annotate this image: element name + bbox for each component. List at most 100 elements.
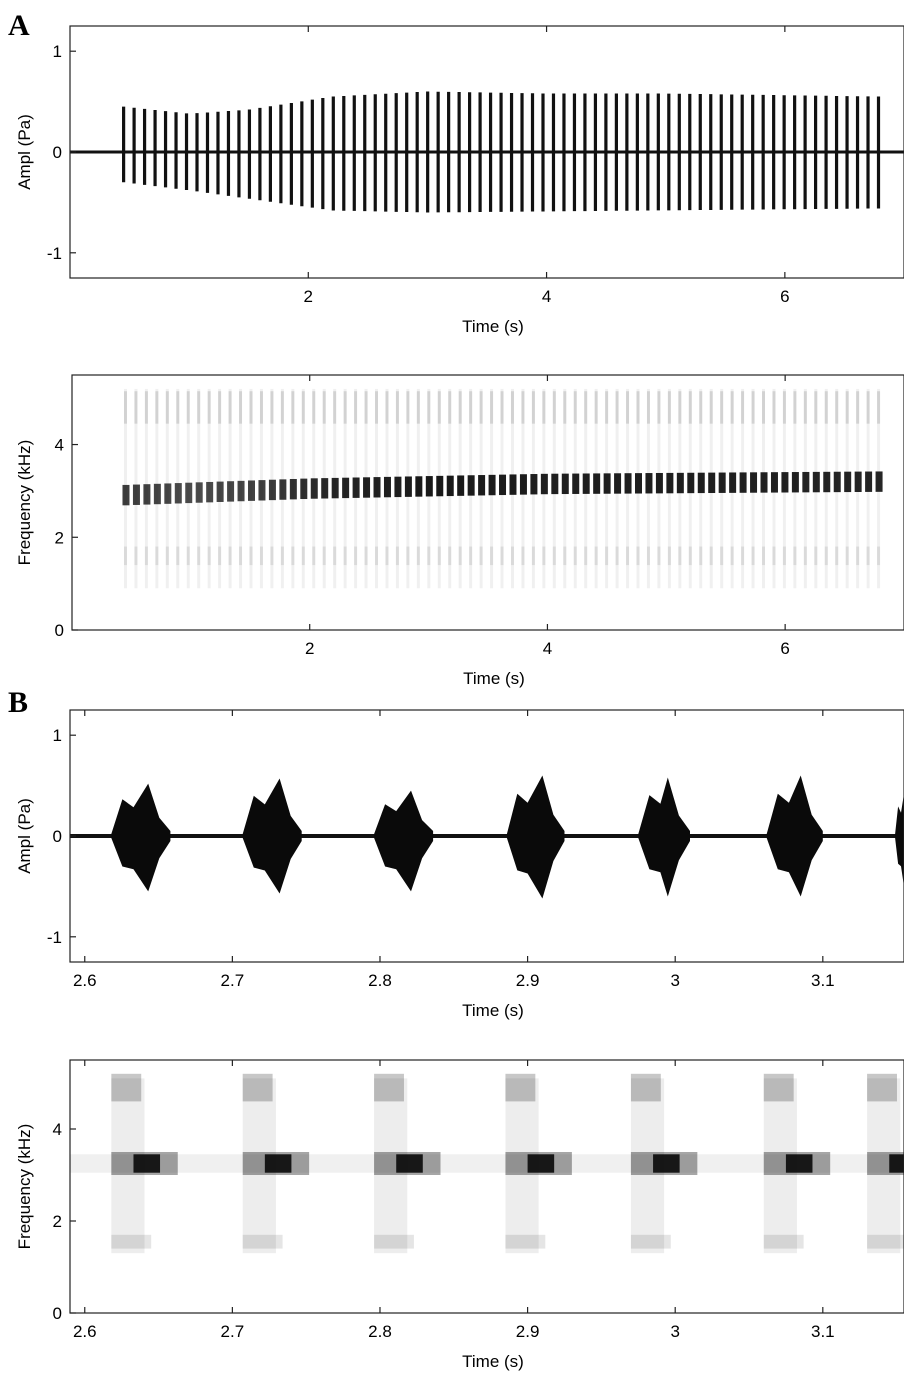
x-tick-label: 6 [780, 639, 789, 658]
harmonic-band-cell [301, 391, 305, 424]
dominant-band-cell [279, 479, 287, 500]
x-axis-label: Time (s) [462, 1352, 524, 1371]
dominant-band-peak [527, 1154, 555, 1173]
harmonic-band-cell [291, 391, 295, 424]
lower-band-cell [385, 546, 389, 566]
dominant-band-cell [300, 478, 308, 500]
lower-band-cell [123, 546, 127, 566]
harmonic-band-cell [636, 391, 640, 424]
harmonic-band-cell [479, 391, 483, 424]
dominant-band-peak [133, 1154, 161, 1173]
y-tick-label: -1 [47, 244, 62, 263]
harmonic-band-cell [437, 391, 441, 424]
lower-band-cell [280, 546, 284, 566]
waveform-plot-a: 2 4 6 1 0 -1 Time (s) Ampl (Pa) [15, 25, 904, 336]
lower-band-cell [741, 546, 745, 566]
harmonic-band-cell [144, 391, 148, 424]
lower-band-cell [730, 546, 734, 566]
dominant-band-cell [237, 480, 245, 502]
plot-frame [69, 1059, 904, 1314]
dominant-band-cell [582, 473, 590, 494]
dominant-band-cell [865, 471, 873, 492]
harmonic-band-cell [626, 391, 630, 424]
dominant-band-cell [718, 472, 726, 493]
pulse-envelope [766, 775, 823, 897]
lower-band-cell [803, 546, 807, 566]
harmonic-band-cell [111, 1073, 142, 1102]
lower-band-cell [678, 546, 682, 566]
dominant-band-cell [268, 479, 276, 501]
y-axis-label: Frequency (kHz) [15, 1124, 34, 1250]
harmonic-band-cell [521, 391, 525, 424]
x-tick-label: 2.9 [516, 971, 540, 990]
lower-band-cell [395, 546, 399, 566]
harmonic-band-cell [814, 391, 818, 424]
harmonic-band-cell [856, 391, 860, 424]
harmonic-band-cell [772, 391, 776, 424]
dominant-band-cell [342, 477, 350, 499]
dominant-band-cell [478, 475, 486, 496]
harmonic-band-cell [500, 391, 504, 424]
dominant-band-cell [781, 472, 789, 493]
dominant-band-cell [666, 472, 674, 494]
harmonic-band-cell [197, 391, 201, 424]
dominant-band-peak [889, 1154, 904, 1173]
harmonic-band-cell [763, 1073, 794, 1102]
dominant-band-cell [875, 471, 883, 492]
lower-band-cell [552, 546, 556, 566]
dominant-band-cell [760, 472, 768, 493]
harmonic-band-cell [730, 391, 734, 424]
dominant-band-cell [258, 480, 266, 501]
panel-label-b: B [8, 686, 28, 719]
harmonic-band-cell [877, 391, 881, 424]
lower-band-cell [375, 546, 379, 566]
dominant-band-cell [655, 472, 663, 494]
lower-band-cell [322, 546, 326, 566]
dominant-band-cell [457, 475, 465, 496]
dominant-band-cell [310, 478, 318, 499]
lower-band-cell [111, 1234, 152, 1249]
dominant-band-cell [750, 472, 758, 493]
lower-band-cell [479, 546, 483, 566]
panel-label-a: A [8, 9, 30, 42]
dominant-band-cell [185, 482, 193, 504]
harmonic-band-cell [584, 391, 588, 424]
harmonic-band-cell [312, 391, 316, 424]
harmonic-band-cell [176, 391, 180, 424]
lower-band-cell [814, 546, 818, 566]
y-tick-label: 1 [53, 726, 62, 745]
lower-band-cell [197, 546, 201, 566]
dominant-band-cell [153, 483, 161, 505]
lower-band-cell [270, 546, 274, 566]
dominant-band-cell [624, 473, 632, 494]
harmonic-band-cell [782, 391, 786, 424]
y-tick-label: 0 [53, 1304, 62, 1323]
x-axis-label: Time (s) [462, 317, 524, 336]
y-tick-label: 2 [55, 528, 64, 547]
dominant-band-cell [791, 472, 799, 493]
y-axis-label: Ampl (Pa) [15, 798, 34, 874]
spectrogram-plot-b: 2.6 2.7 2.8 2.9 3 3.1 4 2 0 Time (s) Frequency (kH… [15, 1059, 904, 1371]
x-tick-label: 2.9 [516, 1322, 540, 1341]
harmonic-band-cell [364, 391, 368, 424]
dominant-band-cell [247, 480, 255, 501]
x-tick-label: 4 [542, 287, 551, 306]
lower-band-cell [763, 1234, 804, 1249]
harmonic-band-cell [563, 391, 567, 424]
harmonic-band-cell [720, 391, 724, 424]
lower-band-cell [239, 546, 243, 566]
dominant-band-cell [122, 484, 130, 506]
dominant-band-cell [488, 474, 496, 496]
lower-band-cell [782, 546, 786, 566]
dominant-band-cell [729, 472, 737, 493]
lower-band-cell [291, 546, 295, 566]
dominant-band-cell [802, 471, 810, 493]
lower-band-cell [573, 546, 577, 566]
x-tick-label: 2.7 [221, 1322, 245, 1341]
lower-band-cell [448, 546, 452, 566]
y-tick-label: 0 [53, 827, 62, 846]
dominant-band-cell [499, 474, 507, 496]
harmonic-band-cell [630, 1073, 661, 1102]
dominant-band-cell [331, 477, 339, 499]
